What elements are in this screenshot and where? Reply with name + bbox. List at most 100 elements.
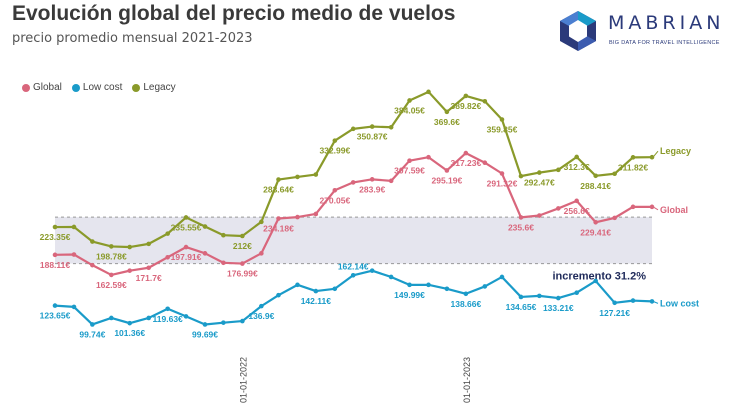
data-label-lowcost: 99.74€ [79,329,105,339]
data-label-global: 162.59€ [96,280,127,290]
legend-label-lowcost: Low cost [82,82,123,93]
data-point-legacy [556,167,561,173]
band-label: incremento 31.2% [552,271,646,283]
data-point-global [240,261,245,266]
data-point-lowcost [649,299,655,304]
data-point-legacy [350,126,356,132]
data-point-legacy [612,171,617,177]
data-point-legacy [165,231,170,236]
data-point-global [388,178,394,184]
data-label-global: 176.99€ [227,269,258,279]
data-point-global [612,215,617,221]
data-point-legacy [109,244,114,249]
data-label-legacy: 283.64€ [263,185,294,195]
data-point-lowcost [499,274,505,280]
data-point-global [593,219,598,225]
end-label-leader-lowcost [652,300,659,304]
data-point-legacy [482,98,488,104]
data-point-legacy [537,170,542,175]
data-point-global [407,158,412,163]
chart-legend: Global Low cost Legacy [22,82,176,93]
data-label-lowcost: 123.65€ [40,311,71,321]
data-point-global [71,252,77,257]
data-label-global: 197.91€ [171,252,202,262]
data-point-legacy [127,244,133,250]
data-point-lowcost [332,286,338,292]
data-point-global [146,265,151,271]
data-point-legacy [444,109,450,115]
data-label-global: 188.11€ [40,260,71,270]
data-label-global: 270.05€ [319,195,350,205]
data-label-legacy: 198.78€ [96,251,127,261]
data-point-legacy [295,174,300,180]
legend-item-legacy[interactable]: Legacy [132,82,176,93]
data-point-legacy [52,224,58,230]
data-point-legacy [313,172,319,177]
legend-item-global[interactable]: Global [22,82,62,93]
legend-dot-lowcost [71,83,80,92]
data-label-legacy: 212€ [233,241,252,251]
data-point-global [537,213,542,218]
data-point-legacy [499,117,505,122]
data-label-global: 171.7€ [136,273,162,283]
data-point-global [518,215,524,220]
data-point-global [165,254,170,260]
data-point-legacy [574,154,579,160]
data-label-lowcost: 133.21€ [543,303,574,313]
data-label-lowcost: 162.14€ [338,261,369,271]
data-point-legacy [407,98,412,103]
data-label-lowcost: 136.9€ [248,311,274,321]
data-point-legacy [276,177,281,182]
data-label-global: 295.19€ [432,175,463,185]
chart-title: Evolución global del precio medio de vue… [12,2,456,25]
data-label-legacy: 235.55€ [171,222,202,232]
data-label-legacy: 332.99€ [319,146,350,156]
data-point-legacy [259,219,264,225]
data-point-lowcost [463,291,469,297]
data-point-lowcost [388,274,394,280]
data-point-global [109,272,114,278]
legend-label-legacy: Legacy [143,82,176,93]
data-label-lowcost: 99.69€ [192,329,218,339]
data-label-legacy: 288.41€ [580,181,611,191]
data-point-global [630,204,636,210]
data-label-lowcost: 142.11€ [301,296,332,306]
data-point-lowcost [426,282,431,288]
data-point-global [426,154,431,160]
data-point-legacy [518,173,524,179]
data-point-lowcost [276,292,281,298]
data-point-lowcost [518,294,524,300]
data-point-lowcost [350,272,356,278]
data-label-lowcost: 119.63€ [153,314,184,324]
data-label-global: 307.59€ [394,166,425,176]
data-point-lowcost [630,298,636,303]
data-label-legacy: 384.05€ [394,105,425,115]
data-label-legacy: 350.87€ [357,132,388,142]
data-point-global [499,171,505,176]
legend-item-lowcost[interactable]: Low cost [71,82,123,93]
data-point-legacy [426,89,431,95]
data-point-global [259,251,264,256]
data-point-lowcost [90,322,95,327]
data-label-legacy: 389.82€ [450,101,481,111]
data-point-lowcost [556,295,561,301]
mabrian-logo: MABRIAN BIG DATA FOR TRAVEL INTELLIGENCE [556,10,746,52]
data-point-legacy [649,154,655,160]
data-point-legacy [388,124,394,130]
data-point-legacy [463,93,469,99]
data-point-lowcost [240,318,245,324]
data-point-lowcost [444,286,450,292]
data-point-global [52,252,58,258]
data-point-legacy [332,138,338,143]
data-point-legacy [240,233,245,239]
data-label-global: 229.41€ [580,227,611,237]
data-point-lowcost [407,282,412,288]
data-point-legacy [221,232,226,238]
data-point-lowcost [146,315,151,321]
data-point-lowcost [482,284,488,289]
data-label-global: 317.23€ [450,158,481,168]
data-point-global [369,177,375,182]
mabrian-logo-icon [560,11,596,51]
data-label-legacy: 312.3€ [564,162,590,172]
